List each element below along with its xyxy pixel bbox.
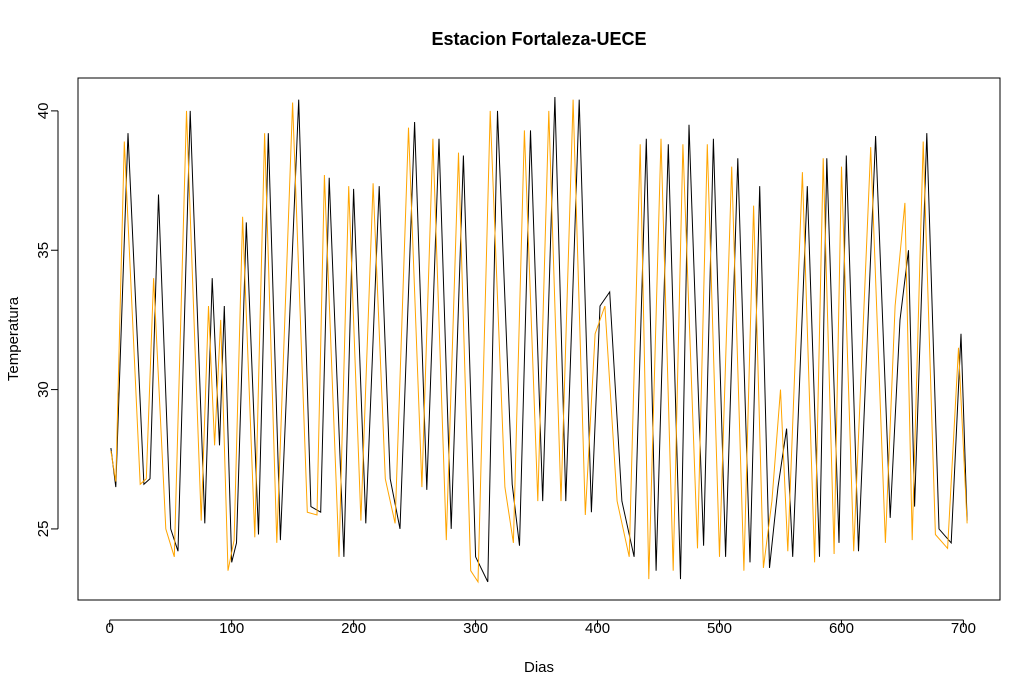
y-tick-label: 30	[35, 381, 52, 398]
x-tick-label: 700	[951, 620, 976, 637]
x-tick-label: 300	[463, 620, 488, 637]
y-tick-label: 40	[35, 103, 52, 120]
x-tick-label: 400	[585, 620, 610, 637]
x-tick-label: 500	[707, 620, 732, 637]
x-axis-label: Dias	[524, 659, 554, 676]
plot-box	[77, 77, 1001, 601]
y-tick-label: 35	[35, 242, 52, 259]
chart-title: Estacion Fortaleza-UECE	[431, 29, 646, 49]
y-tick-label: 25	[35, 521, 52, 538]
y-axis-label: Temperatura	[5, 296, 22, 381]
series-line	[110, 99, 968, 584]
x-tick-label: 600	[829, 620, 854, 637]
x-tick-label: 200	[341, 620, 366, 637]
series-line	[110, 96, 968, 583]
x-tick-label: 0	[106, 620, 114, 637]
x-tick-label: 100	[219, 620, 244, 637]
